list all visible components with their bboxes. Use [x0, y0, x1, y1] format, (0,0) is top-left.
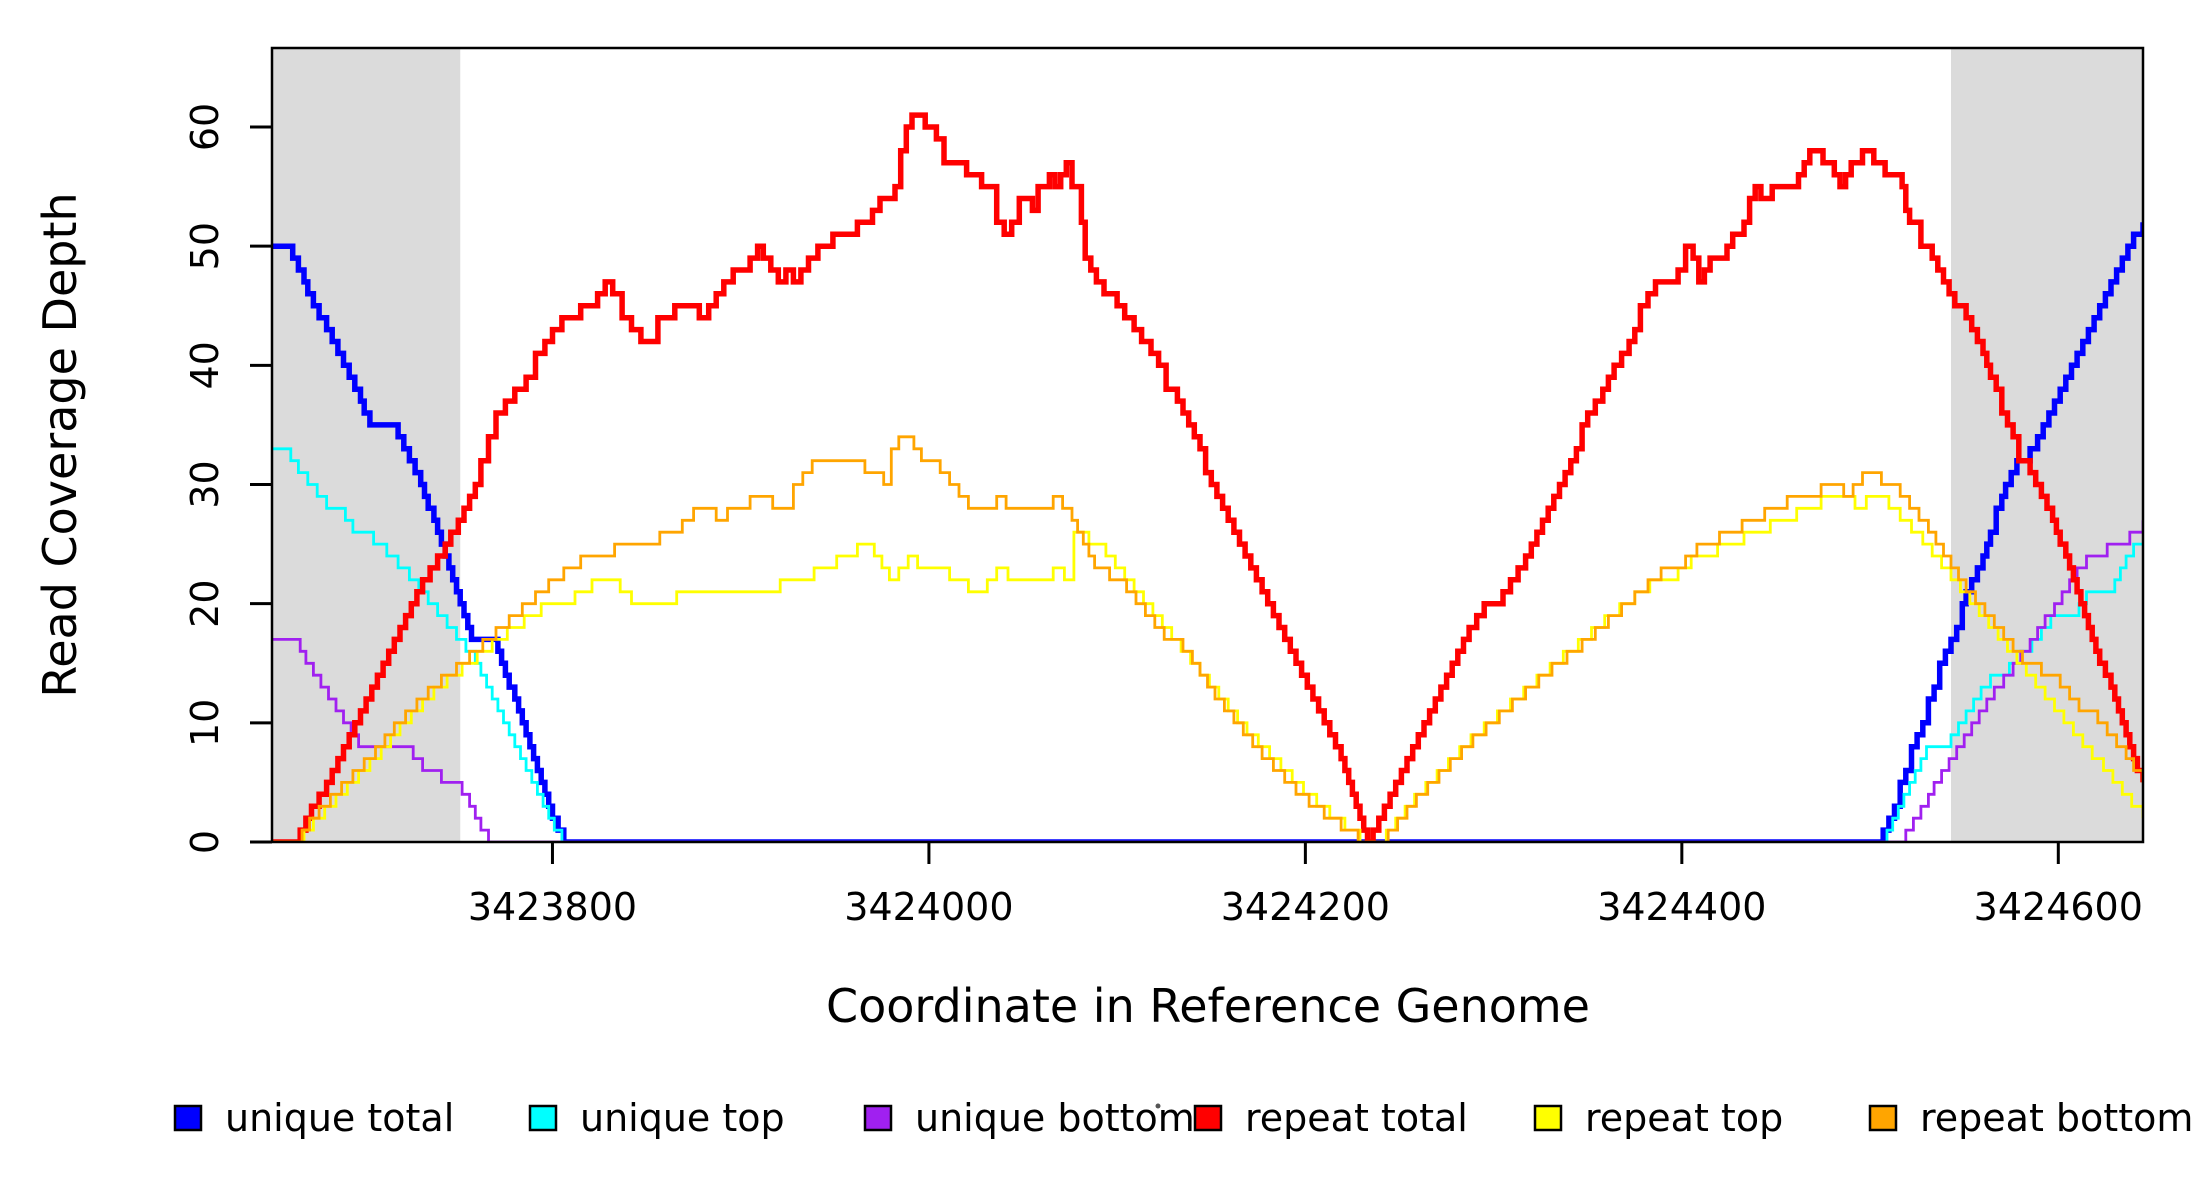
series-lines	[272, 112, 2143, 842]
legend-swatch-unique-top	[528, 1104, 558, 1132]
legend-item-repeat-top: repeat top	[1533, 1096, 1783, 1140]
y-tick-label: 50	[183, 222, 227, 270]
plot-border	[270, 46, 2145, 844]
y-axis-title: Read Coverage Depth	[33, 192, 87, 697]
y-tick-label: 10	[183, 699, 227, 747]
y-tick-label: 60	[183, 103, 227, 151]
y-tick-label: 30	[183, 460, 227, 508]
legend-label-unique-bottom: unique bottom	[915, 1096, 1195, 1140]
legend-swatch-repeat-bottom	[1868, 1104, 1898, 1132]
shaded-regions	[272, 49, 2143, 841]
legend-item-repeat-total: repeat total	[1193, 1096, 1468, 1140]
legend-label-repeat-top: repeat top	[1585, 1096, 1783, 1140]
legend-swatch-unique-total	[173, 1104, 203, 1132]
legend-item-unique-top: unique top	[528, 1096, 785, 1140]
y-tick-label: 0	[183, 830, 227, 854]
series-unique-bottom	[272, 520, 2143, 842]
y-axis-ticks: 0 10 20 30 40 50 60	[183, 103, 272, 854]
x-tick-label: 3424600	[1974, 885, 2143, 929]
legend: unique total unique top unique bottom repea…	[173, 1096, 2193, 1140]
left-gray-band	[272, 49, 461, 841]
legend-item-unique-total: unique total	[173, 1096, 454, 1140]
legend-item-repeat-bottom: repeat bottom	[1868, 1096, 2193, 1140]
series-repeat-total	[272, 112, 2143, 842]
legend-swatch-unique-bottom	[863, 1104, 893, 1132]
x-tick-label: 3424400	[1597, 885, 1766, 929]
y-tick-label: 20	[183, 579, 227, 627]
legend-label-unique-top: unique top	[580, 1096, 785, 1140]
legend-label-repeat-bottom: repeat bottom	[1920, 1096, 2193, 1140]
x-axis-ticks: 3423800 3424000 3424200 3424400 3424600	[468, 842, 2143, 929]
x-tick-label: 3424000	[844, 885, 1013, 929]
legend-swatch-repeat-top	[1533, 1104, 1563, 1132]
right-gray-band	[1951, 49, 2143, 841]
x-tick-label: 3424200	[1221, 885, 1390, 929]
x-tick-label: 3423800	[468, 885, 637, 929]
series-unique-total	[272, 222, 2143, 842]
legend-swatch-repeat-total	[1193, 1104, 1223, 1132]
legend-label-unique-total: unique total	[225, 1096, 454, 1140]
legend-label-repeat-total: repeat total	[1245, 1096, 1468, 1140]
legend-item-unique-bottom: unique bottom	[863, 1096, 1195, 1140]
x-axis-title: Coordinate in Reference Genome	[826, 979, 1590, 1033]
series-repeat-top	[272, 495, 2143, 842]
y-tick-label: 40	[183, 341, 227, 389]
series-repeat-bottom	[272, 435, 2143, 842]
stray-mark	[1155, 1103, 1161, 1109]
